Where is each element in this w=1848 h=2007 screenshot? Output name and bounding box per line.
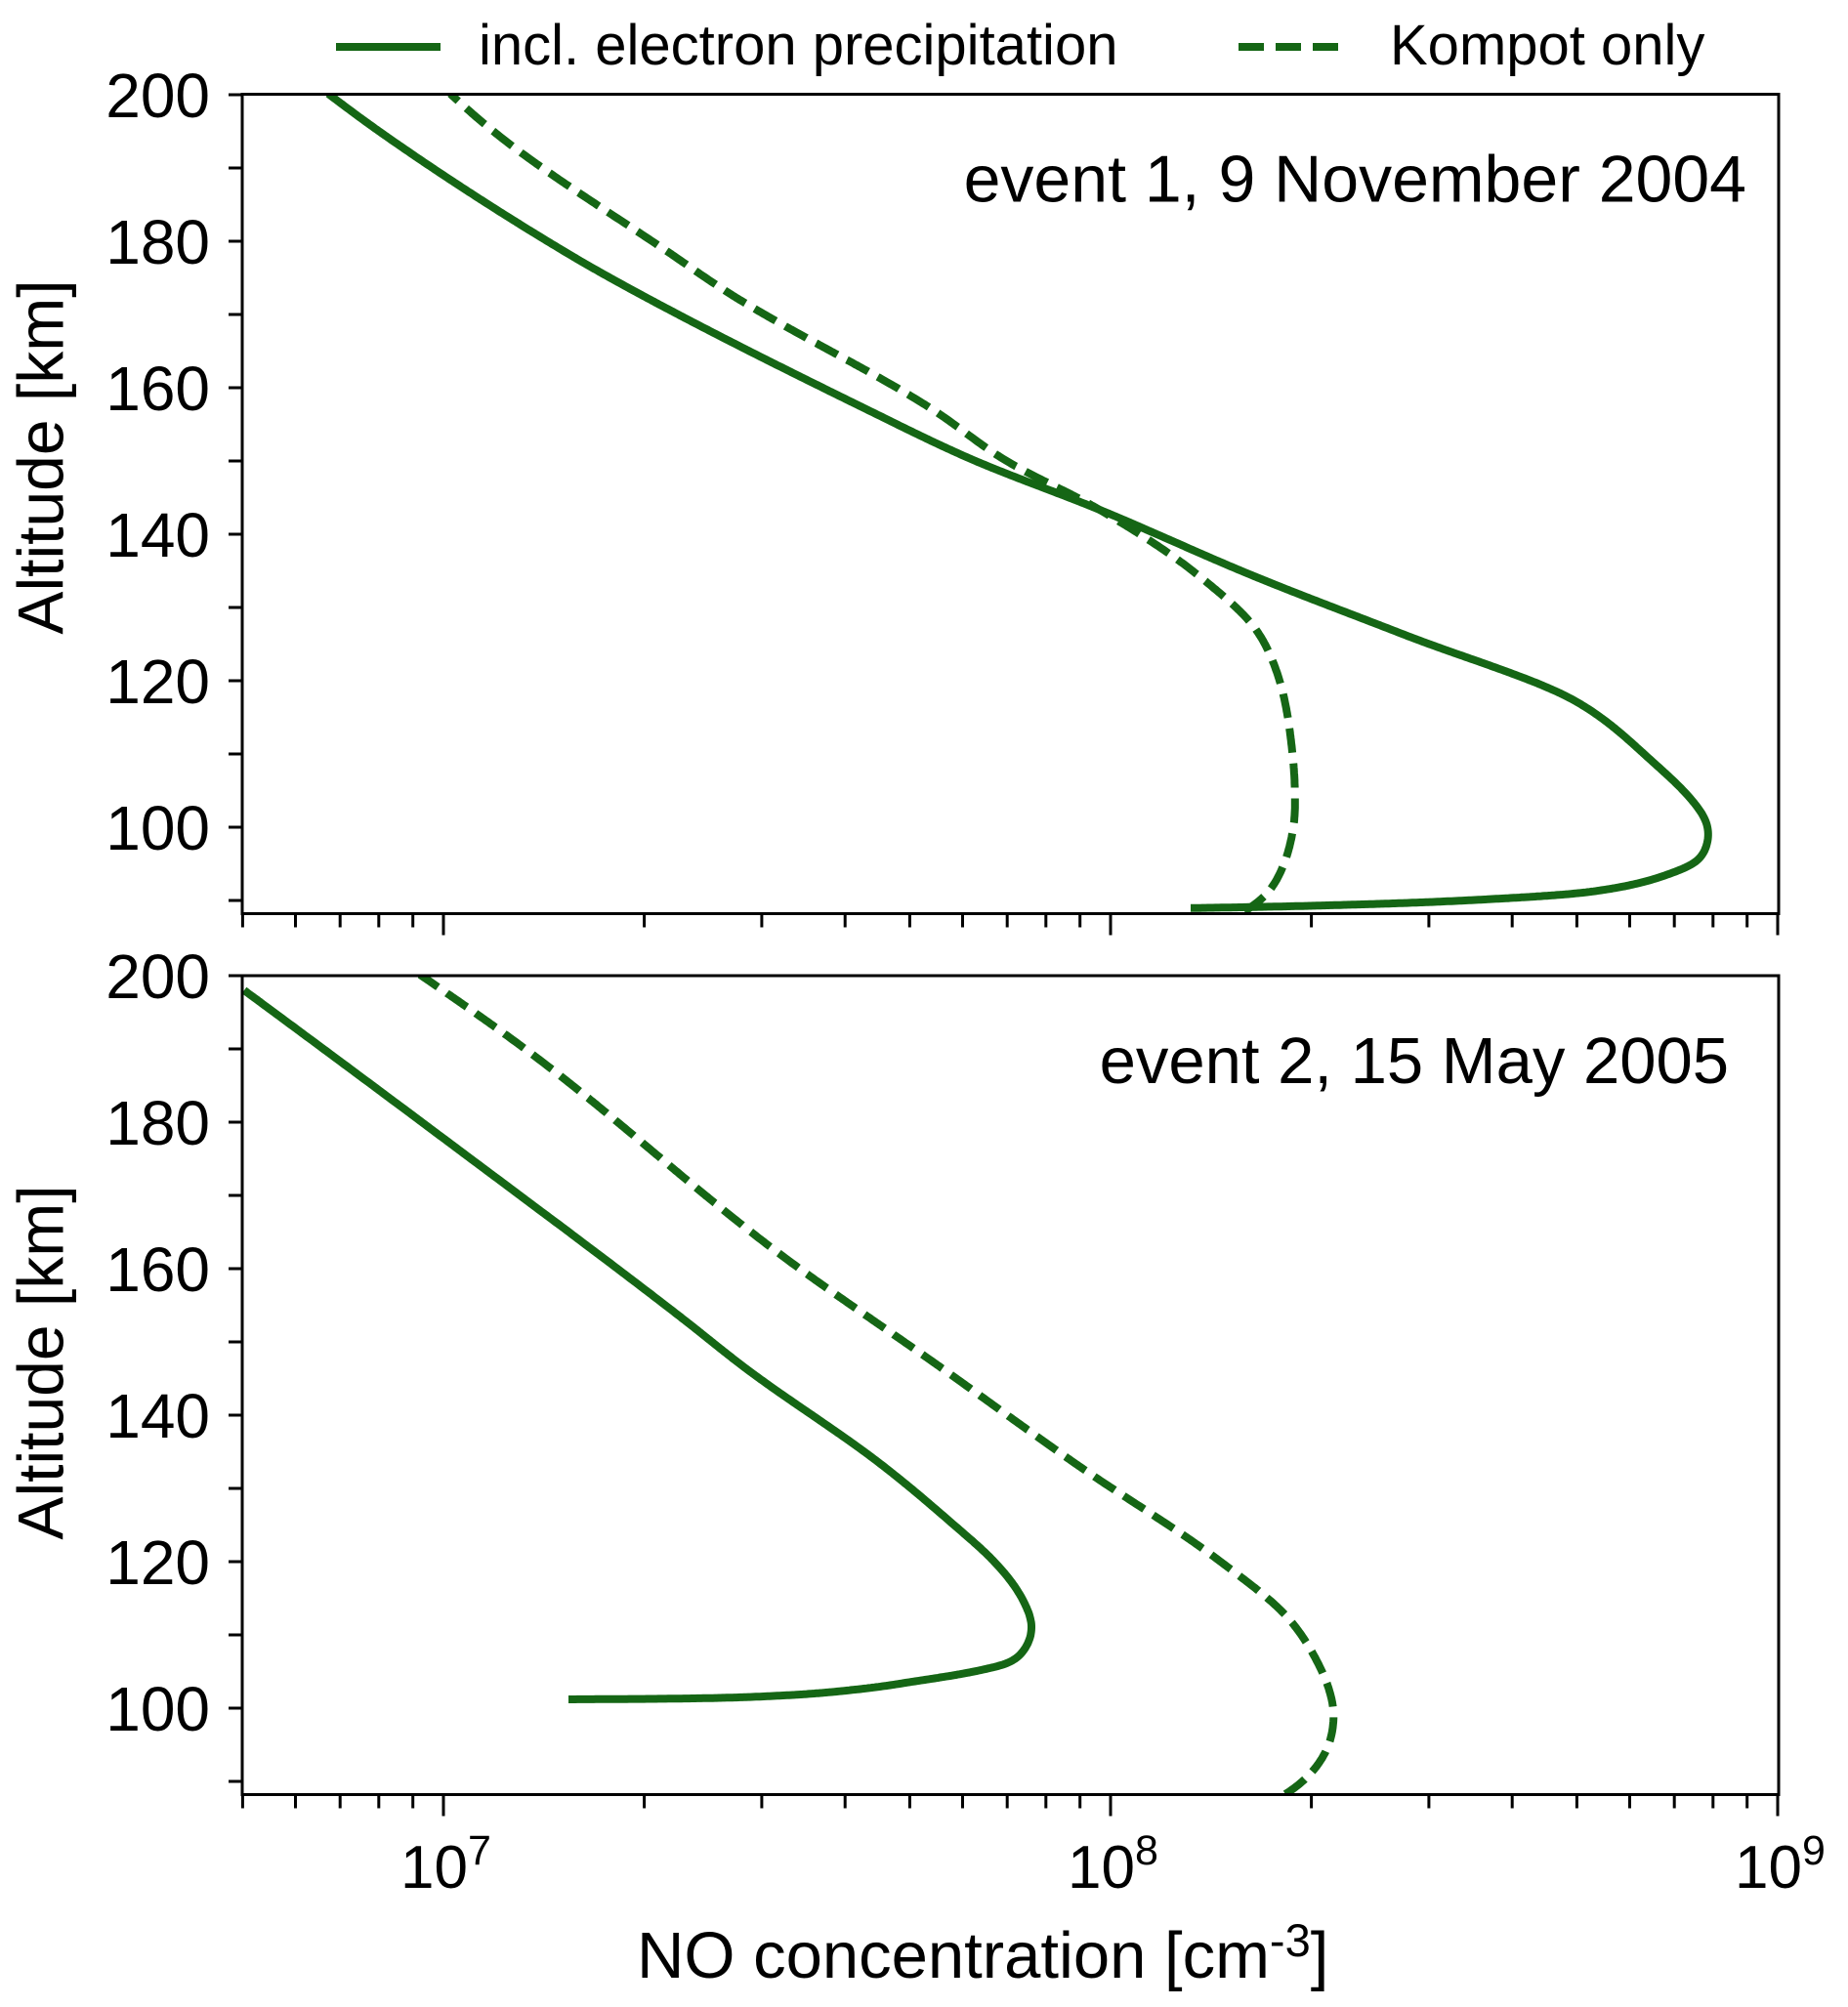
svg-text:107: 107: [400, 1827, 491, 1902]
svg-text:NO concentration [cm-3]: NO concentration [cm-3]: [637, 1914, 1328, 1992]
svg-text:Kompot only: Kompot only: [1390, 14, 1704, 77]
svg-text:100: 100: [105, 793, 210, 863]
svg-text:140: 140: [105, 500, 210, 570]
svg-text:108: 108: [1068, 1827, 1158, 1902]
svg-text:180: 180: [105, 1088, 210, 1158]
svg-text:120: 120: [105, 1527, 210, 1598]
svg-text:100: 100: [105, 1674, 210, 1744]
svg-text:event 1, 9 November 2004: event 1, 9 November 2004: [964, 143, 1746, 217]
svg-text:160: 160: [105, 1234, 210, 1305]
svg-text:120: 120: [105, 647, 210, 717]
svg-text:200: 200: [105, 941, 210, 1012]
svg-text:Altitude [km]: Altitude [km]: [5, 1185, 77, 1539]
svg-text:200: 200: [105, 61, 210, 131]
svg-text:180: 180: [105, 207, 210, 277]
svg-text:109: 109: [1735, 1827, 1826, 1902]
svg-text:140: 140: [105, 1381, 210, 1451]
svg-text:event 2, 15 May 2005: event 2, 15 May 2005: [1100, 1024, 1729, 1098]
svg-text:incl. electron precipitation: incl. electron precipitation: [479, 14, 1117, 77]
svg-text:Altitude [km]: Altitude [km]: [5, 279, 77, 634]
svg-text:160: 160: [105, 354, 210, 424]
